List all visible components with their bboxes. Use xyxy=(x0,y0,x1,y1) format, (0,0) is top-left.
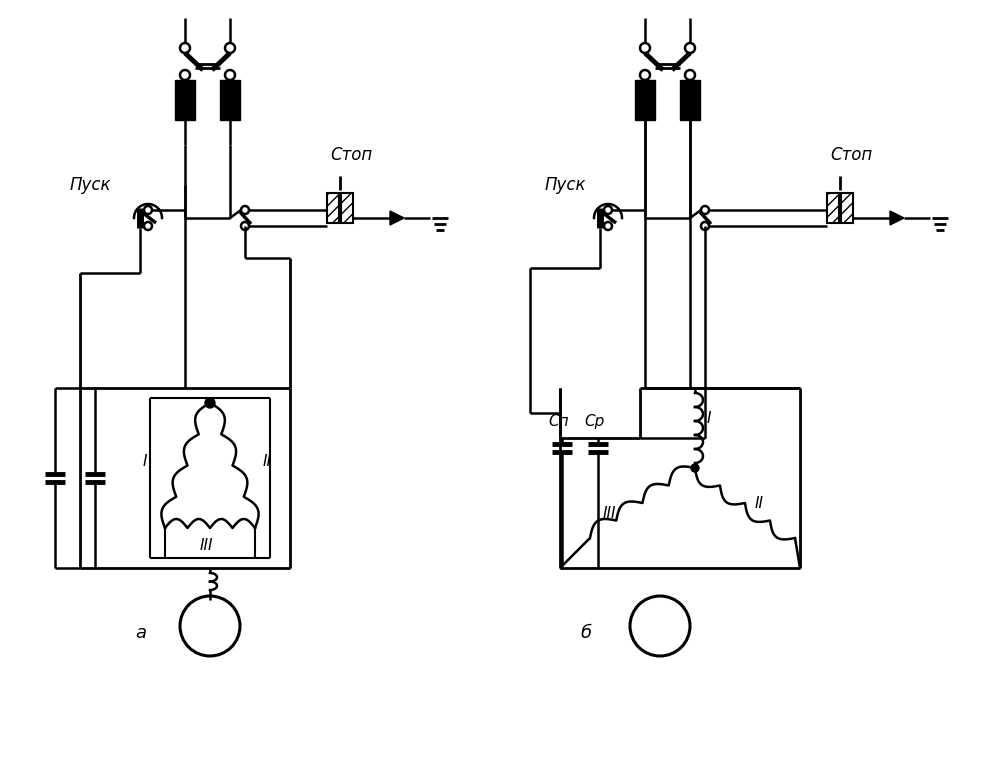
Bar xyxy=(680,80,700,120)
Text: Ср: Ср xyxy=(584,414,605,429)
Text: а: а xyxy=(135,624,146,642)
Bar xyxy=(327,193,339,223)
Bar xyxy=(220,80,240,120)
Text: II: II xyxy=(755,496,764,511)
Bar xyxy=(175,80,195,120)
Text: Стоп: Стоп xyxy=(830,146,872,164)
Circle shape xyxy=(691,464,699,472)
Text: Пуск: Пуск xyxy=(70,176,112,194)
Text: II: II xyxy=(263,454,272,468)
Text: III: III xyxy=(603,506,616,521)
Bar xyxy=(827,193,839,223)
Text: Пуск: Пуск xyxy=(545,176,587,194)
Text: III: III xyxy=(200,538,213,553)
Polygon shape xyxy=(890,211,904,225)
Text: I: I xyxy=(707,411,711,426)
Bar xyxy=(841,193,853,223)
Text: Сп: Сп xyxy=(548,414,569,429)
Bar xyxy=(635,80,655,120)
Text: I: I xyxy=(143,454,147,468)
Bar xyxy=(341,193,353,223)
Text: б: б xyxy=(580,624,591,642)
Circle shape xyxy=(205,398,215,408)
Text: Стоп: Стоп xyxy=(330,146,372,164)
Polygon shape xyxy=(390,211,404,225)
